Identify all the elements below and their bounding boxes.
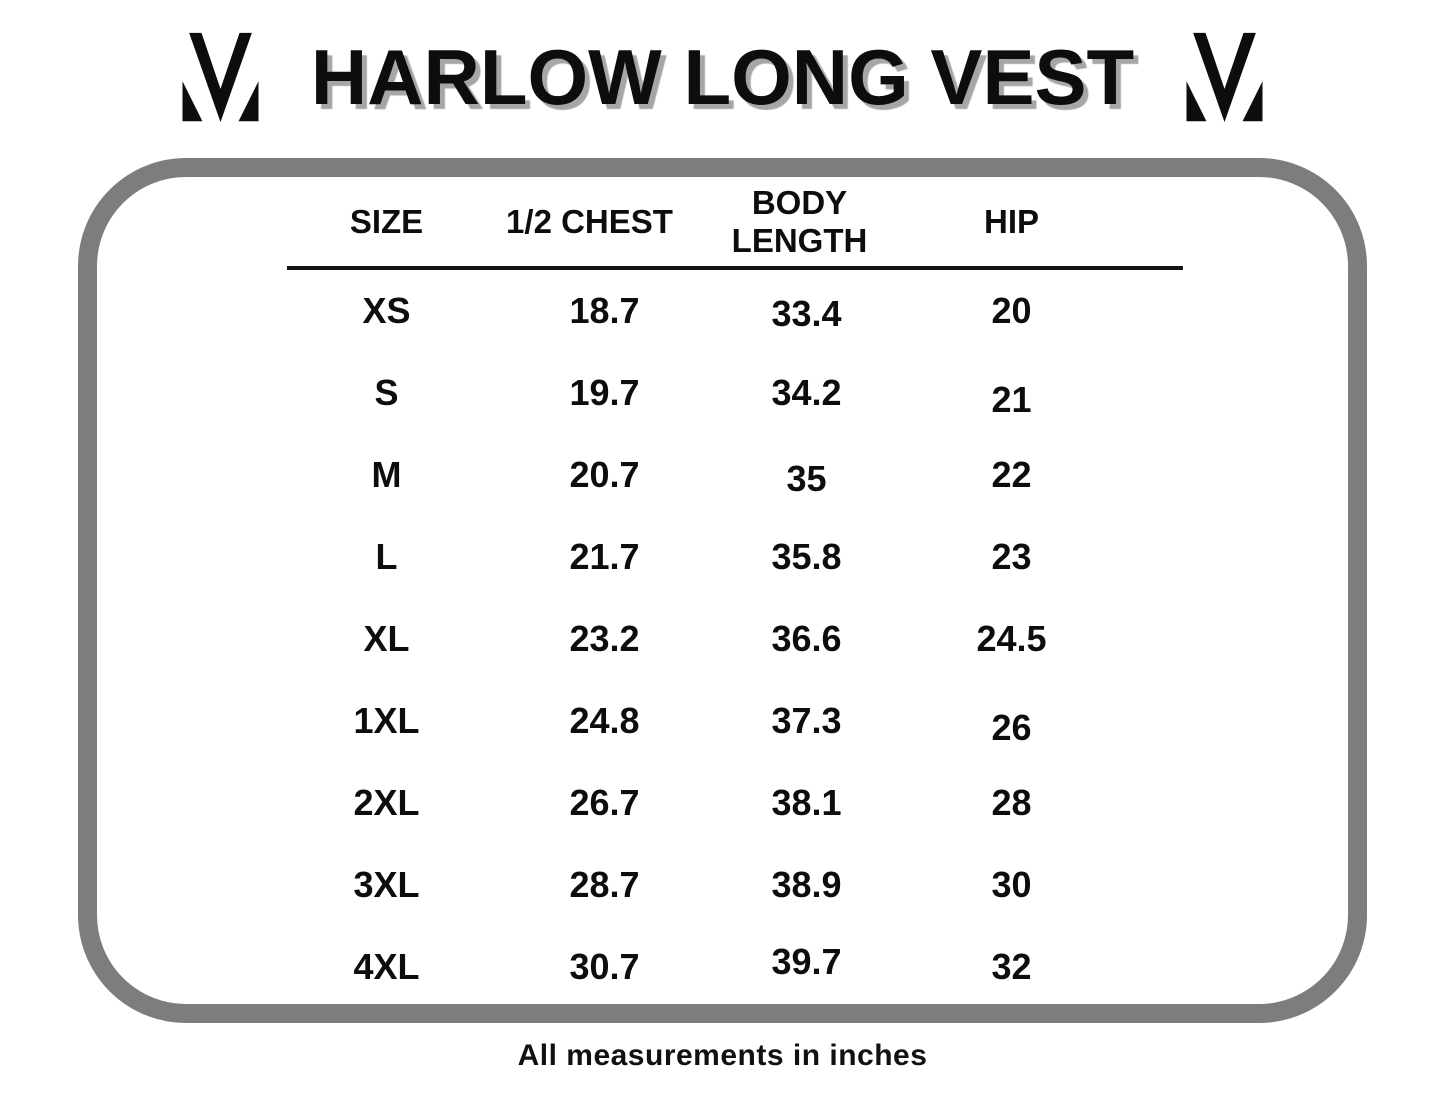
cell-body-length: 35.8 xyxy=(771,536,842,577)
table-row: XS 18.7 33.4 20 xyxy=(287,270,1117,352)
cell-hip: 32 xyxy=(991,946,1032,987)
table-row: XL 23.2 36.6 24.5 xyxy=(287,598,1117,680)
cell-size: 3XL xyxy=(353,864,420,905)
header: HARLOW LONG VEST xyxy=(0,0,1445,127)
brand-logo-left xyxy=(172,30,269,125)
cell-body-length: 37.3 xyxy=(771,700,842,741)
cell-body-length: 35 xyxy=(786,458,827,499)
cell-size: 4XL xyxy=(353,946,420,987)
table-row: 2XL 26.7 38.1 28 xyxy=(287,762,1117,844)
cell-hip: 28 xyxy=(991,782,1032,823)
cell-size: XS xyxy=(362,290,411,331)
cell-half-chest: 24.8 xyxy=(569,700,640,741)
table-row: S 19.7 34.2 21 xyxy=(287,352,1117,434)
mm-monogram-icon xyxy=(1186,32,1263,122)
cell-size: S xyxy=(374,372,399,413)
cell-size: L xyxy=(375,536,398,577)
cell-size: 2XL xyxy=(353,782,420,823)
cell-half-chest: 26.7 xyxy=(569,782,640,823)
cell-half-chest: 18.7 xyxy=(569,290,640,331)
size-chart-table: SIZE 1/2 CHEST BODY LENGTH HIP XS 18.7 33.4 20… xyxy=(286,177,1183,1004)
cell-hip: 24.5 xyxy=(976,618,1047,659)
cell-body-length: 33.4 xyxy=(771,293,842,334)
cell-hip: 26 xyxy=(991,707,1032,748)
cell-body-length: 38.1 xyxy=(771,782,842,823)
cell-hip: 30 xyxy=(991,864,1032,905)
cell-hip: 22 xyxy=(991,454,1032,495)
column-header-size: SIZE xyxy=(349,202,424,240)
cell-half-chest: 19.7 xyxy=(569,372,640,413)
column-header-body-length: BODY LENGTH xyxy=(731,183,868,259)
cell-half-chest: 20.7 xyxy=(569,454,640,495)
cell-body-length: 38.9 xyxy=(771,864,842,905)
cell-size: 1XL xyxy=(353,700,420,741)
cell-body-length: 34.2 xyxy=(771,372,842,413)
header-divider xyxy=(286,266,1183,270)
table-row: 1XL 24.8 37.3 26 xyxy=(287,680,1117,762)
cell-hip: 23 xyxy=(991,536,1032,577)
cell-size: XL xyxy=(363,618,410,659)
column-header-half-chest: 1/2 CHEST xyxy=(506,202,673,240)
cell-size: M xyxy=(371,454,402,495)
footer-note: All measurements in inches xyxy=(517,1039,928,1072)
cell-half-chest: 23.2 xyxy=(569,618,640,659)
cell-half-chest: 21.7 xyxy=(569,536,640,577)
mm-monogram-icon xyxy=(182,32,259,122)
cell-half-chest: 28.7 xyxy=(569,864,640,905)
table-row: 3XL 28.7 38.9 30 xyxy=(287,844,1117,926)
cell-hip: 21 xyxy=(991,379,1032,420)
brand-logo-right xyxy=(1176,30,1273,125)
table-row: L 21.7 35.8 23 xyxy=(287,516,1117,598)
table-row: M 20.7 35 22 xyxy=(287,434,1117,516)
cell-body-length: 36.6 xyxy=(771,618,842,659)
size-chart-box: SIZE 1/2 CHEST BODY LENGTH HIP XS 18.7 33.4 20… xyxy=(78,158,1367,1023)
column-header-hip: HIP xyxy=(983,202,1039,240)
table-header-row: SIZE 1/2 CHEST BODY LENGTH HIP xyxy=(287,177,1117,266)
cell-half-chest: 30.7 xyxy=(569,946,640,987)
page-title: HARLOW LONG VEST xyxy=(310,33,1135,121)
cell-body-length: 39.7 xyxy=(771,941,842,982)
table-body: XS 18.7 33.4 20 S 19.7 34.2 21 M 20.7 35 22 L 21.7 35.… xyxy=(287,270,1183,1004)
table-row: 4XL 30.7 39.7 32 xyxy=(287,926,1117,1004)
cell-hip: 20 xyxy=(991,290,1032,331)
